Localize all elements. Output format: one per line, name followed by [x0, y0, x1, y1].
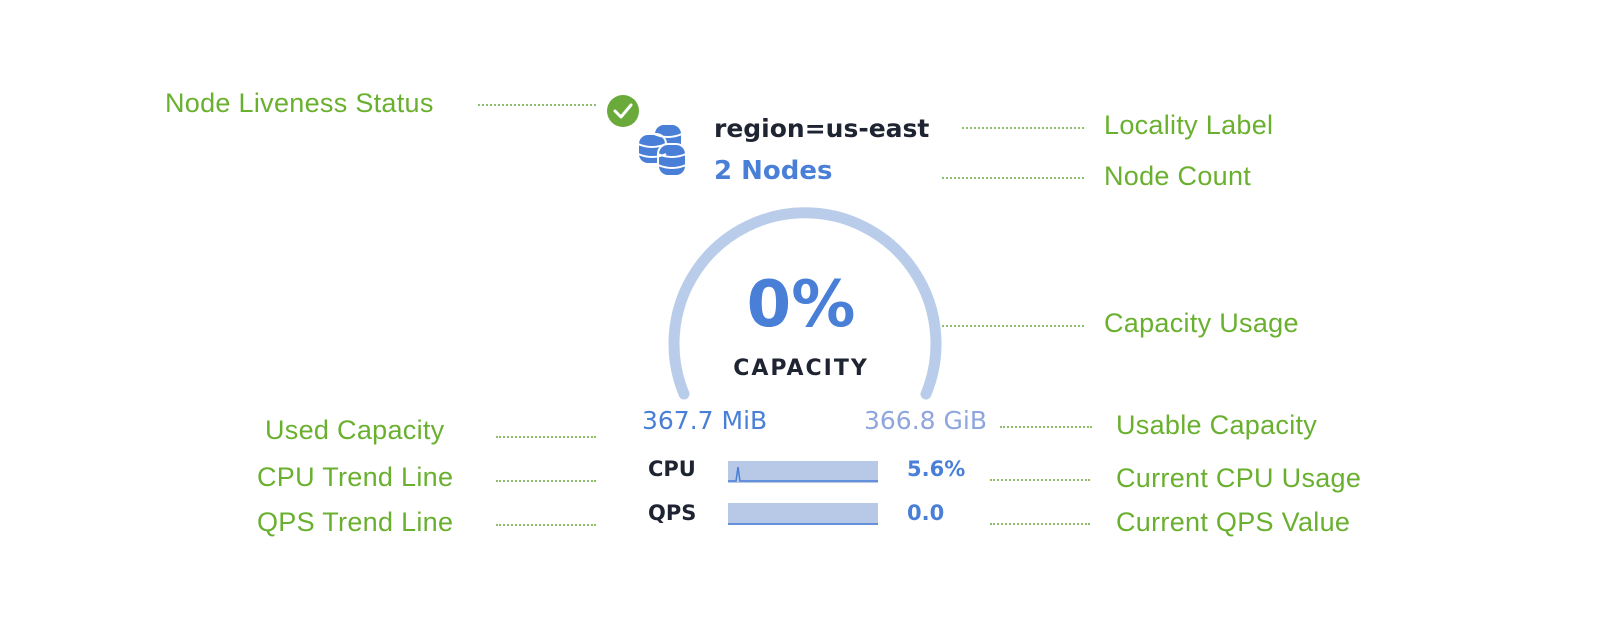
locality-label: region=us-east — [714, 114, 930, 143]
annotation-locality: Locality Label — [1104, 110, 1274, 140]
leader-cpu-trend — [496, 480, 596, 482]
annotation-cpu-trend: CPU Trend Line — [257, 462, 454, 492]
leader-cpu-current — [990, 479, 1090, 481]
node-count-link[interactable]: 2 Nodes — [714, 156, 833, 186]
capacity-percent: 0% — [746, 268, 856, 342]
leader-used-capacity — [496, 436, 596, 438]
leader-liveness — [478, 104, 596, 106]
capacity-label: CAPACITY — [733, 356, 869, 381]
leader-node-count — [942, 177, 1084, 179]
database-stack-icon — [637, 123, 687, 177]
cpu-label: CPU — [648, 457, 696, 481]
annotation-node-count: Node Count — [1104, 161, 1252, 191]
leader-qps-trend — [496, 524, 596, 526]
usable-capacity: 366.8 GiB — [864, 406, 987, 435]
annotation-qps-current: Current QPS Value — [1116, 507, 1351, 537]
annotation-capacity-usage: Capacity Usage — [1104, 308, 1299, 338]
capacity-gauge — [668, 207, 942, 400]
qps-trend-line — [728, 503, 878, 525]
leader-usable-capacity — [1000, 426, 1092, 428]
cpu-trend-line — [728, 461, 878, 483]
qps-value: 0.0 — [907, 501, 945, 525]
cpu-value: 5.6% — [907, 457, 966, 481]
gauge-track — [668, 207, 942, 400]
leader-locality — [962, 127, 1084, 129]
annotation-qps-trend: QPS Trend Line — [257, 507, 454, 537]
leader-qps-current — [990, 523, 1090, 525]
annotation-usable-capacity: Usable Capacity — [1116, 410, 1318, 440]
used-capacity: 367.7 MiB — [642, 406, 768, 435]
annotation-cpu-current: Current CPU Usage — [1116, 463, 1362, 493]
annotation-liveness: Node Liveness Status — [165, 88, 434, 118]
qps-label: QPS — [648, 501, 697, 525]
annotation-used-capacity: Used Capacity — [265, 415, 445, 445]
check-circle-icon — [607, 95, 639, 127]
leader-capacity-usage — [942, 325, 1084, 327]
